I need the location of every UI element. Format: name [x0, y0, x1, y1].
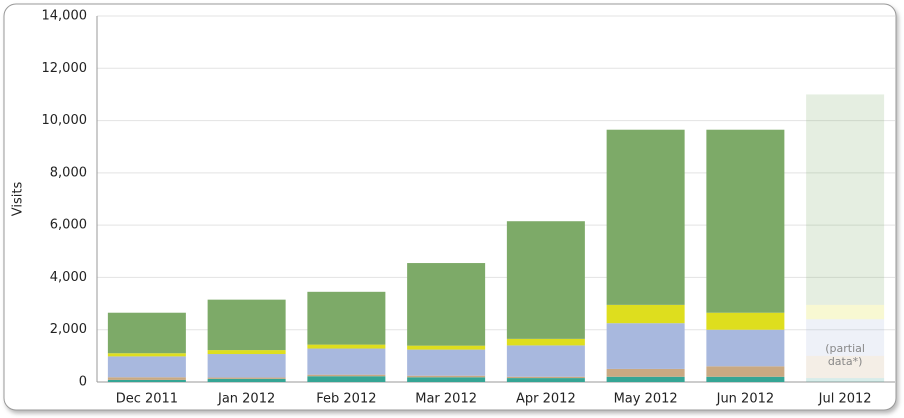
- bar-segment: [307, 374, 386, 377]
- y-tick-label: 10,000: [42, 113, 88, 128]
- bar-segment: [107, 377, 186, 380]
- bar-segment: [407, 345, 486, 350]
- bar-segment: [606, 323, 685, 369]
- bar-segment: [806, 378, 885, 382]
- bar-segment: [107, 353, 186, 357]
- bar-segment: [706, 329, 785, 367]
- bar-segment: [706, 366, 785, 377]
- bar-segment: [806, 355, 885, 379]
- bar-segment: [207, 354, 286, 378]
- x-tick-label: Mar 2012: [415, 392, 477, 407]
- bar-segment: [307, 291, 386, 345]
- x-tick-label: Jan 2012: [217, 392, 275, 407]
- bar-segment: [706, 129, 785, 313]
- bar-segment: [806, 319, 885, 356]
- y-tick-label: 0: [79, 375, 87, 390]
- annotation: data*): [828, 355, 863, 368]
- bar-segment: [506, 376, 585, 379]
- y-tick-label: 2,000: [50, 322, 87, 337]
- bar-segment: [606, 129, 685, 305]
- bar-segment: [806, 94, 885, 305]
- bar-segment: [207, 378, 286, 382]
- x-tick-label: Jul 2012: [818, 392, 872, 407]
- y-tick-label: 14,000: [42, 9, 88, 24]
- bar-segment: [107, 356, 186, 378]
- x-tick-label: Apr 2012: [516, 392, 576, 407]
- y-axis-label: Visits: [11, 182, 26, 217]
- bar-segment: [506, 338, 585, 346]
- bar-segment: [606, 368, 685, 377]
- bar-segment: [606, 376, 685, 382]
- x-tick-label: Dec 2011: [116, 392, 178, 407]
- bar-segment: [407, 349, 486, 376]
- bar-segment: [706, 312, 785, 330]
- y-tick-label: 4,000: [50, 270, 87, 285]
- x-tick-label: Jun 2012: [716, 392, 775, 407]
- y-tick-label: 8,000: [50, 165, 87, 180]
- x-tick-label: May 2012: [614, 392, 678, 407]
- bar-segment: [107, 379, 186, 382]
- bar-segment: [207, 377, 286, 379]
- bar-segment: [307, 344, 386, 349]
- x-tick-label: Feb 2012: [316, 392, 376, 407]
- annotation: (partial: [825, 342, 865, 355]
- bar-segment: [307, 376, 386, 382]
- bar-segment: [407, 375, 486, 378]
- bar-segment: [307, 348, 386, 375]
- bar-segment: [207, 350, 286, 355]
- bar-segment: [407, 263, 486, 346]
- bar-segment: [606, 304, 685, 324]
- bar-segment: [506, 345, 585, 377]
- bar-segment: [806, 304, 885, 320]
- y-tick-label: 6,000: [50, 218, 87, 233]
- bar-segment: [407, 377, 486, 382]
- bar-segment: [706, 376, 785, 382]
- bar-segment: [506, 378, 585, 382]
- bar-segment: [107, 312, 186, 354]
- bar-segment: [207, 299, 286, 351]
- bar-segment: [506, 221, 585, 339]
- y-tick-label: 12,000: [42, 61, 88, 76]
